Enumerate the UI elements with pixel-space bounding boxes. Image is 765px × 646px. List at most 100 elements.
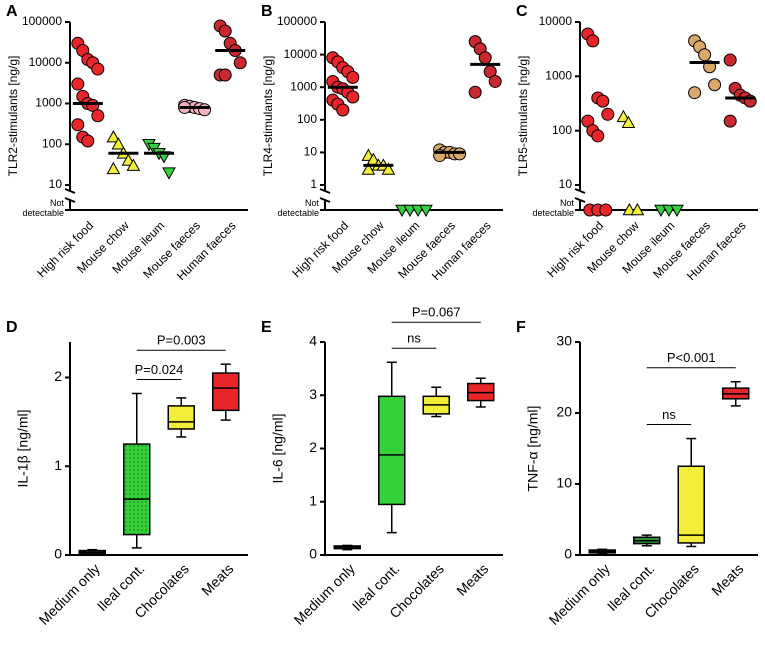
data-point xyxy=(346,70,360,84)
y-tick-label: 10000 xyxy=(284,47,318,61)
data-point xyxy=(218,24,232,38)
nd-label-box: Not detectable xyxy=(22,198,64,218)
y-tick-label: 0 xyxy=(309,546,317,562)
data-point xyxy=(346,90,360,104)
box xyxy=(677,465,705,544)
y-tick-label: 1 xyxy=(310,177,317,191)
data-point xyxy=(111,137,126,150)
y-tick-label: 100000 xyxy=(22,14,62,28)
y-tick-label: 100 xyxy=(42,136,62,150)
box xyxy=(123,443,151,536)
y-axis-label: IL-6 [ng/ml] xyxy=(270,413,286,483)
data-point xyxy=(723,53,737,67)
box xyxy=(378,395,406,506)
data-point xyxy=(91,62,105,76)
data-point xyxy=(361,162,376,175)
axis-line xyxy=(319,188,331,194)
significance-label: P=0.024 xyxy=(135,362,184,377)
nd-label: Not detectable xyxy=(277,198,319,218)
y-tick-label: 1000 xyxy=(545,69,572,83)
data-point xyxy=(81,134,95,148)
significance-label: P=0.067 xyxy=(412,305,461,320)
data-point xyxy=(71,77,85,91)
box xyxy=(167,405,195,430)
y-tick-label: 100 xyxy=(297,112,317,126)
nd-label: Not detectable xyxy=(22,198,64,218)
data-point xyxy=(233,56,247,70)
y-axis-label: TLR5-stimulants [ng/g] xyxy=(516,56,530,177)
significance-label: ns xyxy=(662,407,676,422)
panel-label: C xyxy=(516,3,528,20)
y-tick-label: 2 xyxy=(309,439,317,455)
data-point xyxy=(336,103,350,117)
y-tick-label: 4 xyxy=(309,333,317,349)
axis-line xyxy=(574,188,586,194)
y-tick-label: 0 xyxy=(564,546,572,562)
data-point xyxy=(488,74,502,88)
box xyxy=(212,372,240,412)
nd-label-box: Not detectable xyxy=(532,198,574,218)
y-tick-label: 30 xyxy=(556,333,572,349)
y-tick-label: 1 xyxy=(54,457,62,473)
data-point xyxy=(630,202,645,216)
panel-label: F xyxy=(516,319,526,336)
data-point xyxy=(708,78,722,92)
data-point xyxy=(601,107,615,121)
y-tick-label: 100 xyxy=(552,123,572,137)
significance-label: P<0.001 xyxy=(667,350,716,365)
x-tick-label: Meats xyxy=(453,560,491,598)
data-point xyxy=(621,115,636,129)
y-tick-label: 1000 xyxy=(35,96,62,110)
data-point xyxy=(419,204,433,218)
data-point xyxy=(723,114,737,128)
y-axis-label: TLR4-stimulants [ng/g] xyxy=(261,56,275,177)
y-tick-label: 10000 xyxy=(539,14,573,28)
y-tick-label: 100000 xyxy=(277,14,317,28)
data-point xyxy=(616,109,631,123)
y-tick-label: 10000 xyxy=(29,55,63,69)
data-point xyxy=(381,162,396,175)
data-point xyxy=(218,68,232,82)
data-point xyxy=(698,48,712,62)
y-tick-label: 0 xyxy=(54,546,62,562)
data-point xyxy=(688,86,702,100)
data-point xyxy=(162,167,176,180)
x-tick-label: Medium only xyxy=(36,560,103,627)
axis-line xyxy=(64,188,76,194)
data-point xyxy=(468,85,482,99)
x-tick-label: Meats xyxy=(708,560,746,598)
y-tick-label: 20 xyxy=(556,404,572,420)
data-point xyxy=(586,34,600,48)
x-tick-label: Meats xyxy=(198,560,236,598)
y-tick-label: 10 xyxy=(559,177,573,191)
data-point xyxy=(126,158,141,171)
y-axis-label: TNF-α [ng/ml] xyxy=(525,406,541,492)
y-axis-label: IL-1β [ng/ml] xyxy=(15,409,31,487)
data-point xyxy=(478,51,492,65)
data-point xyxy=(106,161,121,175)
y-tick-label: 3 xyxy=(309,386,317,402)
nd-label: Not detectable xyxy=(532,198,574,218)
y-tick-label: 10 xyxy=(49,177,63,191)
data-point xyxy=(91,109,105,123)
panel-label: B xyxy=(261,3,273,20)
data-point xyxy=(670,204,684,218)
y-tick-label: 2 xyxy=(54,368,62,384)
y-tick-label: 1 xyxy=(309,492,317,508)
y-tick-label: 10 xyxy=(304,145,318,159)
data-point xyxy=(596,94,610,108)
panel-label: A xyxy=(6,3,18,20)
data-point xyxy=(591,129,605,143)
significance-label: P=0.003 xyxy=(157,333,206,348)
data-point xyxy=(599,203,613,217)
y-tick-label: 10 xyxy=(556,475,572,491)
x-tick-label: Medium only xyxy=(291,560,358,627)
data-point xyxy=(198,103,212,117)
data-point xyxy=(106,130,121,143)
y-tick-label: 1000 xyxy=(290,79,317,93)
significance-label: ns xyxy=(407,331,421,346)
panel-label: D xyxy=(6,319,18,336)
data-point xyxy=(71,118,85,132)
y-axis-label: TLR2-stimulants [ng/g] xyxy=(6,56,20,177)
